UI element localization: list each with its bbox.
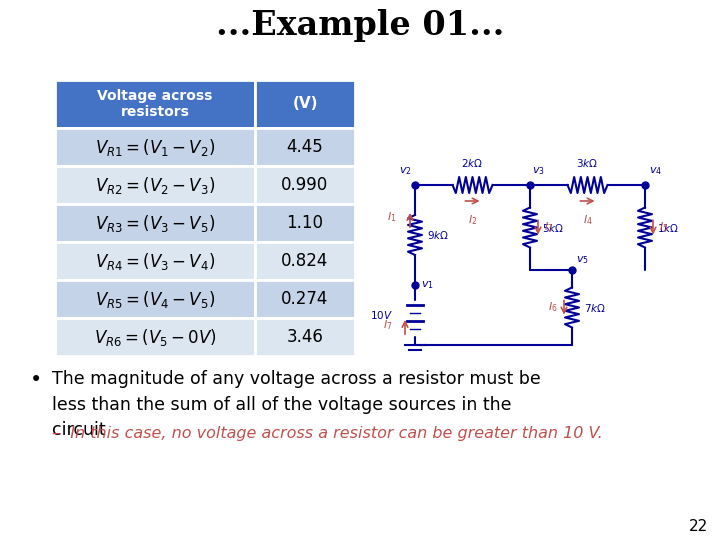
FancyBboxPatch shape [255,128,355,166]
Text: $7k\Omega$: $7k\Omega$ [584,301,606,314]
Text: –  In this case, no voltage across a resistor can be greater than 10 V.: – In this case, no voltage across a resi… [52,426,603,441]
Text: $1k\Omega$: $1k\Omega$ [657,221,679,233]
Text: $v_3$: $v_3$ [532,165,545,177]
Text: $2k\Omega$: $2k\Omega$ [462,157,484,169]
Text: $V_{R4}=(V_3-V_4)$: $V_{R4}=(V_3-V_4)$ [95,251,215,272]
Text: $I_6$: $I_6$ [549,301,558,314]
Text: $v_4$: $v_4$ [649,165,662,177]
FancyBboxPatch shape [255,280,355,318]
FancyBboxPatch shape [255,80,355,128]
Text: $v_2$: $v_2$ [400,165,412,177]
Text: 0.990: 0.990 [282,176,328,194]
Text: $I_7$: $I_7$ [384,318,393,332]
FancyBboxPatch shape [55,280,255,318]
Text: $V_{R3}=(V_3-V_5)$: $V_{R3}=(V_3-V_5)$ [95,213,215,233]
FancyBboxPatch shape [55,318,255,356]
Text: The magnitude of any voltage across a resistor must be
less than the sum of all : The magnitude of any voltage across a re… [52,370,541,440]
Text: 1.10: 1.10 [287,214,323,232]
Text: $I_2$: $I_2$ [468,213,477,227]
Text: $I_5$: $I_5$ [659,221,669,234]
FancyBboxPatch shape [55,242,255,280]
Text: 3.46: 3.46 [287,328,323,346]
Text: $v_1$: $v_1$ [421,279,434,291]
FancyBboxPatch shape [55,204,255,242]
FancyBboxPatch shape [55,166,255,204]
Text: (V): (V) [292,97,318,111]
Text: $V_{R1}=(V_1-V_2)$: $V_{R1}=(V_1-V_2)$ [95,137,215,158]
Text: 0.274: 0.274 [282,290,329,308]
Text: $V_{R6}=(V_5-0V)$: $V_{R6}=(V_5-0V)$ [94,327,217,348]
Text: $V_{R5}=(V_4-V_5)$: $V_{R5}=(V_4-V_5)$ [95,288,215,309]
Text: •: • [30,370,42,390]
Text: $V_{R2}=(V_2-V_3)$: $V_{R2}=(V_2-V_3)$ [95,174,215,195]
Text: $10V$: $10V$ [370,309,393,321]
FancyBboxPatch shape [255,166,355,204]
Text: $3k\Omega$: $3k\Omega$ [577,157,598,169]
FancyBboxPatch shape [55,80,255,128]
Text: Voltage across
resistors: Voltage across resistors [97,89,212,119]
FancyBboxPatch shape [255,204,355,242]
Text: $I_4$: $I_4$ [582,213,593,227]
Text: $5k\Omega$: $5k\Omega$ [542,221,564,233]
Text: $I_1$: $I_1$ [387,210,397,224]
FancyBboxPatch shape [55,128,255,166]
Text: 0.824: 0.824 [282,252,329,270]
Text: 22: 22 [689,519,708,534]
FancyBboxPatch shape [255,242,355,280]
Text: $9k\Omega$: $9k\Omega$ [427,229,449,241]
FancyBboxPatch shape [255,318,355,356]
Text: $I_3$: $I_3$ [544,221,554,234]
Text: ...Example 01...: ...Example 01... [216,9,504,42]
Text: $v_5$: $v_5$ [576,254,589,266]
Text: 4.45: 4.45 [287,138,323,156]
